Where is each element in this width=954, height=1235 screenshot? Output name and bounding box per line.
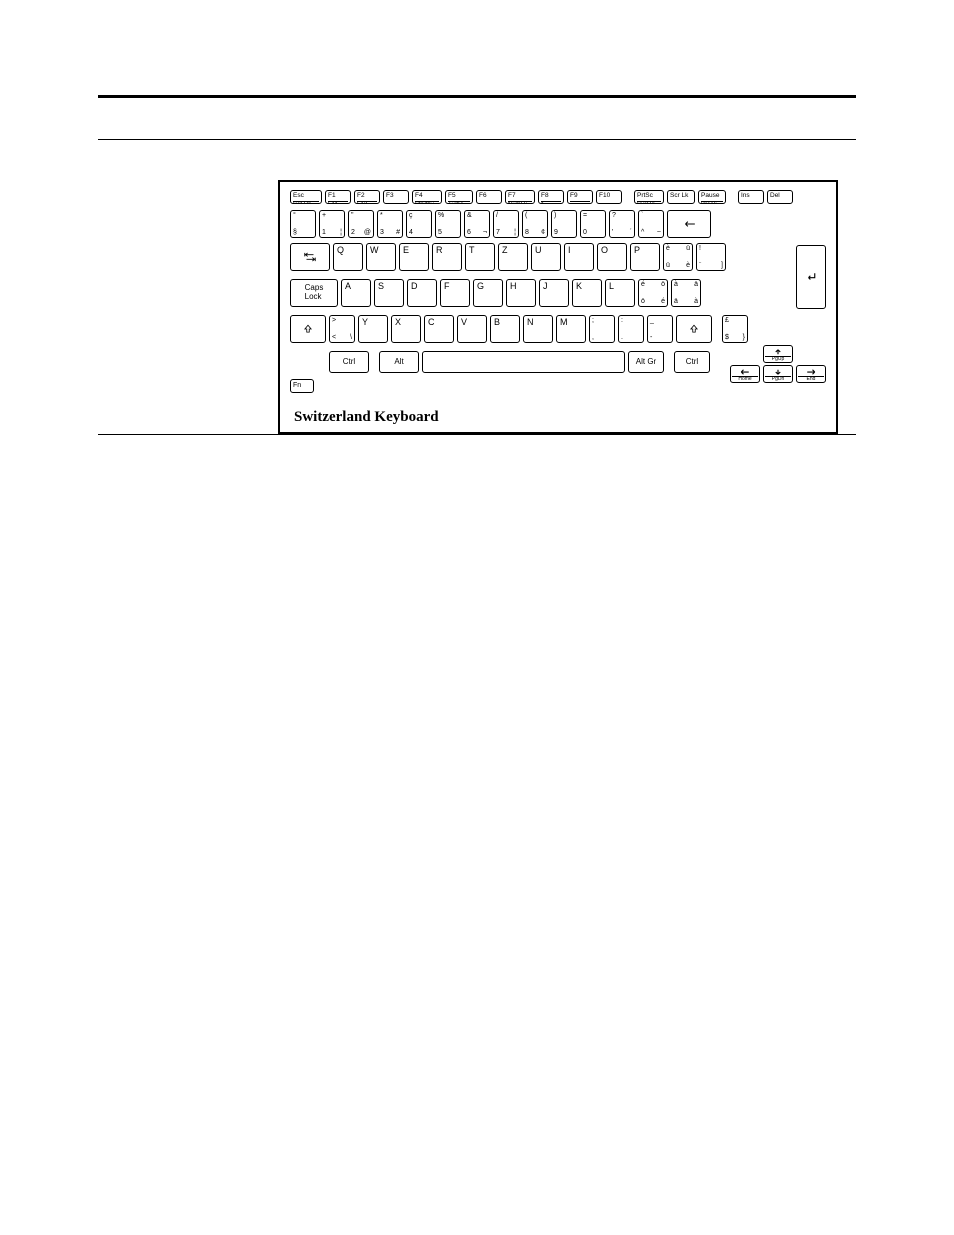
key: W [366,243,396,271]
key: D [407,279,437,307]
key: %5 [435,210,461,238]
key: O6 [597,243,627,271]
home-row: Caps LockASDFGHJ1K2L3éööéEnteràääà. [290,279,826,307]
key: F7NumLk [505,190,535,204]
key: PrtScSysRq [634,190,664,204]
arrow-left-key: Home [730,365,760,383]
keyboard-caption: Switzerland Keyboard [294,409,826,426]
key: S [374,279,404,307]
key [667,210,711,238]
key: "2@ [348,210,374,238]
arrow-down-key: PgDn [763,365,793,383]
key: F1F11 [325,190,351,204]
key: B [490,315,520,343]
key: F3 [383,190,409,204]
key: Y [358,315,388,343]
key: EscSet Up [290,190,322,204]
key: Ctrl [329,351,369,373]
key: F5Turbo [445,190,473,204]
enter-icon [804,272,818,282]
keyboard-diagram: EscSet UpF1F11F2F12F3F4StndbyF5TurboF6F7… [278,180,838,434]
key: :.. [618,315,644,343]
key: (8¢8 [522,210,548,238]
key: ?'´ [609,210,635,238]
key: N [523,315,553,343]
key [290,243,330,271]
key: Del [767,190,793,204]
key: Q [333,243,363,271]
key: Caps Lock [290,279,338,307]
key: )99 [551,210,577,238]
key: K2 [572,279,602,307]
key: Ctrl [674,351,710,373]
qwertz-row: QWERTZU4I5O6P+èüüè!¨] [290,243,826,271]
key: E [399,243,429,271]
key: éööéEnter [638,279,668,307]
key: R [432,243,462,271]
key: £$} [722,315,748,343]
key: A [341,279,371,307]
key: P+ [630,243,660,271]
key: F8* [538,190,564,204]
key: C [424,315,454,343]
key: Z [498,243,528,271]
key [676,315,712,343]
key: ><\ [329,315,355,343]
arrow-cluster: PgUp Home PgDn End [730,345,826,386]
key: L3 [605,279,635,307]
shift-row: ><\YXCVBNM0;,:.._-Enter £$} [290,315,826,343]
key: &6¬ [464,210,490,238]
key: F9− [567,190,593,204]
key: U4 [531,243,561,271]
keyboard-inner: EscSet UpF1F11F2F12F3F4StndbyF5TurboF6F7… [290,190,826,395]
key: H [506,279,536,307]
key: Alt [379,351,419,373]
key: =0+ [580,210,606,238]
key: àääà. [671,279,701,307]
key: X [391,315,421,343]
modifier-row: Ctrl Alt Alt Gr Ctrl [290,351,710,375]
key: T [465,243,495,271]
key: +1¦ [319,210,345,238]
header-bar [98,98,856,140]
key [422,351,625,373]
key: `^~ [638,210,664,238]
key: J1 [539,279,569,307]
key: F [440,279,470,307]
key [290,315,326,343]
enter-key [796,245,826,309]
key: /7¦7 [493,210,519,238]
function-key-row: EscSet UpF1F11F2F12F3F4StndbyF5TurboF6F7… [290,190,826,204]
key: M0 [556,315,586,343]
arrow-right-key: End [796,365,826,383]
key: PauseBreak [698,190,726,204]
key: !¨] [696,243,726,271]
key: *3# [377,210,403,238]
page-frame: EscSet UpF1F11F2F12F3F4StndbyF5TurboF6F7… [98,95,856,435]
number-row: °§+1¦"2@*3#ç4%5&6¬/7¦7(8¢8)99=0+?'´`^~ [290,210,826,238]
key: ç4 [406,210,432,238]
key: V [457,315,487,343]
key: F2F12 [354,190,380,204]
key: Scr Lk [667,190,695,204]
key: Ins [738,190,764,204]
key: èüüè [663,243,693,271]
key: F10 [596,190,622,204]
key: Alt Gr [628,351,664,373]
content-area: EscSet UpF1F11F2F12F3F4StndbyF5TurboF6F7… [98,140,856,434]
key: G [473,279,503,307]
key: F4Stndby [412,190,442,204]
arrow-up-key: PgUp [763,345,793,363]
key: F6 [476,190,502,204]
key: ;, [589,315,615,343]
key: °§ [290,210,316,238]
fn-key: Fn [290,379,314,393]
key: _-Enter [647,315,673,343]
key: I5 [564,243,594,271]
